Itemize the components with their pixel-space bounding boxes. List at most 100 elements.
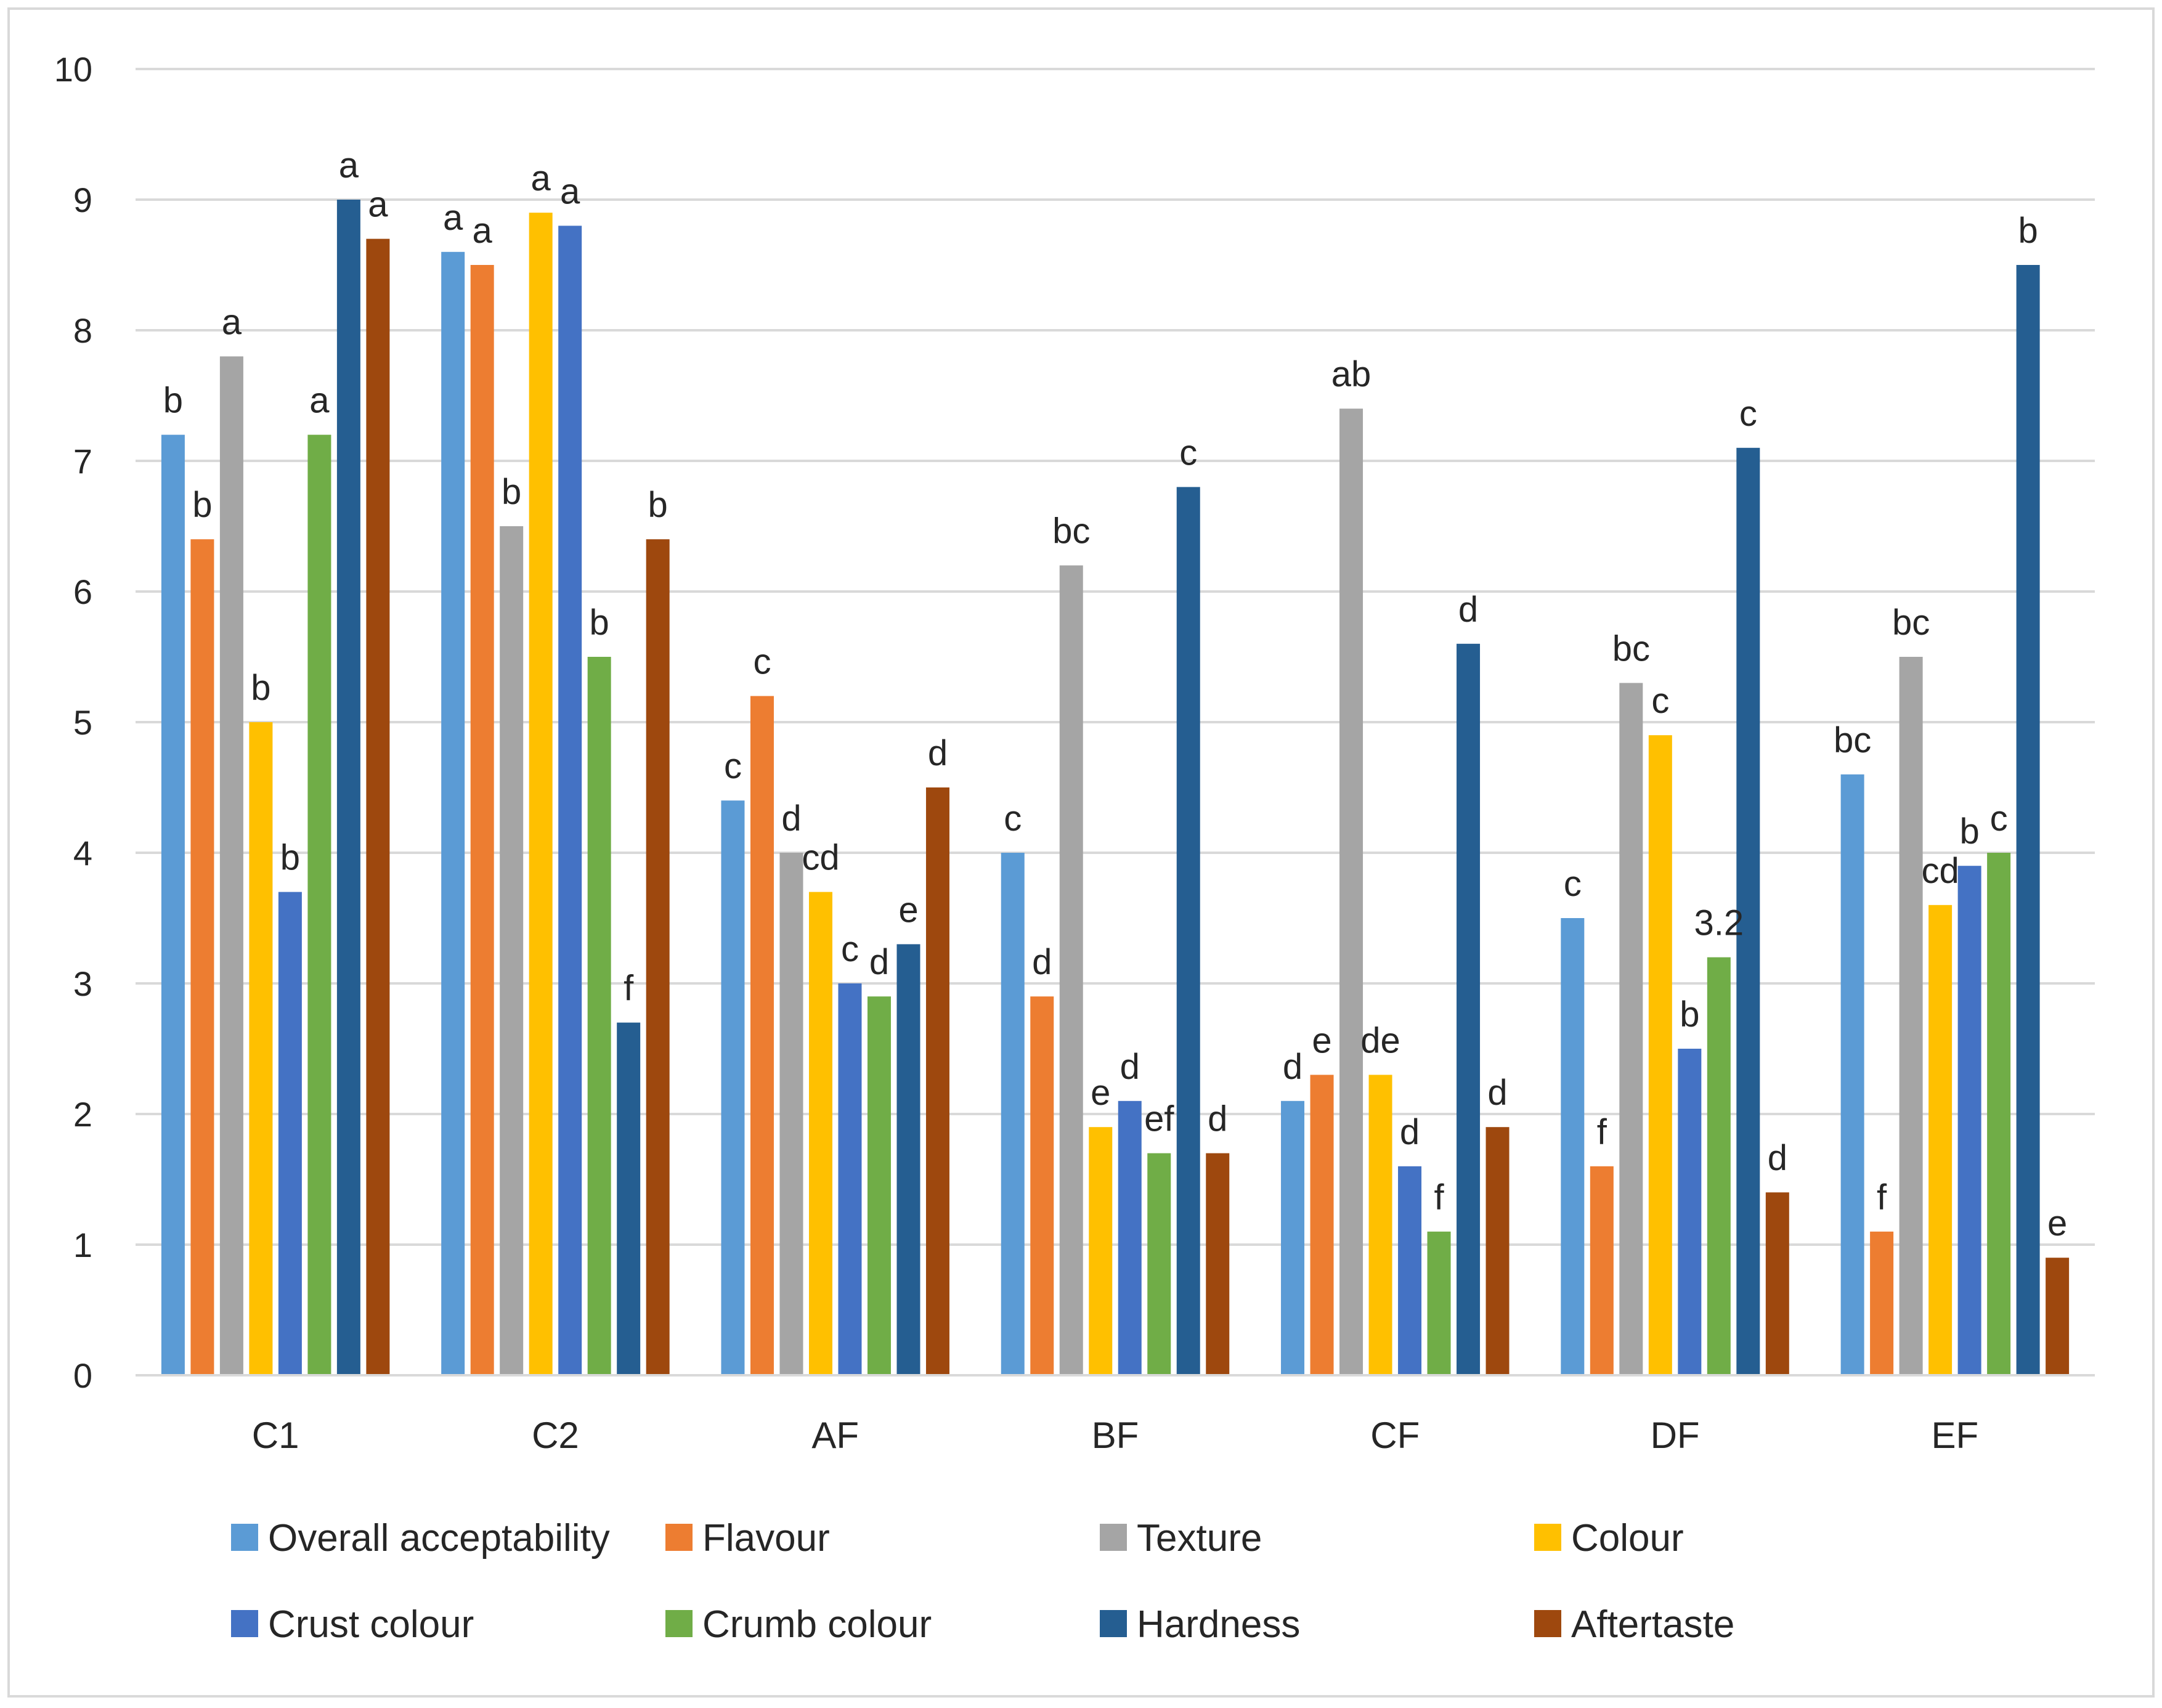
data-label: a xyxy=(531,158,551,198)
y-tick-label: 4 xyxy=(73,834,92,872)
x-tick-label: CF xyxy=(1370,1415,1420,1456)
data-label: a xyxy=(222,302,242,342)
bar-flavour-cf xyxy=(1310,1075,1334,1375)
data-label: c xyxy=(841,929,859,969)
data-label: a xyxy=(473,211,493,251)
bar-colour-af xyxy=(808,892,832,1375)
legend-item-texture: Texture xyxy=(1100,1517,1262,1560)
bar-texture-bf xyxy=(1059,565,1083,1375)
data-label: a xyxy=(339,145,359,185)
bar-texture-c2 xyxy=(500,526,524,1375)
bar-hardness-df xyxy=(1736,447,1760,1375)
data-label: e xyxy=(1312,1020,1331,1060)
data-label: d xyxy=(1487,1073,1507,1113)
bar-hardness-bf xyxy=(1176,487,1200,1375)
data-label: a xyxy=(443,198,463,238)
bar-overall-acceptability-df xyxy=(1561,918,1585,1375)
bar-crust-colour-bf xyxy=(1118,1100,1142,1375)
x-tick-label: DF xyxy=(1651,1415,1700,1456)
data-label: bc xyxy=(1892,603,1930,643)
data-label: b xyxy=(163,381,183,421)
data-label: c xyxy=(1004,799,1022,839)
data-label: f xyxy=(1434,1177,1444,1218)
legend-item-crumb-colour: Crumb colour xyxy=(665,1603,932,1646)
bar-crust-colour-df xyxy=(1678,1049,1702,1375)
data-label: 3.2 xyxy=(1694,903,1744,943)
legend-item-colour: Colour xyxy=(1534,1517,1684,1560)
x-tick-label: C1 xyxy=(252,1415,299,1456)
legend-item-hardness: Hardness xyxy=(1100,1603,1300,1646)
bar-hardness-ef xyxy=(2016,265,2040,1375)
bar-crumb-colour-bf xyxy=(1147,1153,1171,1375)
bar-hardness-c2 xyxy=(617,1022,641,1375)
bar-colour-bf xyxy=(1089,1127,1113,1375)
bar-texture-cf xyxy=(1339,409,1363,1376)
legend-swatch xyxy=(231,1524,258,1551)
data-label: f xyxy=(1877,1177,1887,1218)
bar-flavour-df xyxy=(1590,1166,1614,1375)
bar-overall-acceptability-c1 xyxy=(161,434,185,1375)
legend-swatch xyxy=(665,1524,693,1551)
data-label: b xyxy=(502,472,521,512)
bar-crust-colour-cf xyxy=(1398,1166,1422,1375)
legend-swatch xyxy=(1534,1610,1561,1637)
data-label: d xyxy=(1120,1047,1140,1087)
bar-aftertaste-c1 xyxy=(366,238,390,1376)
data-label: d xyxy=(1032,942,1052,982)
data-label: d xyxy=(1768,1138,1787,1178)
y-tick-label: 0 xyxy=(73,1356,92,1395)
legend-label: Texture xyxy=(1137,1517,1262,1560)
data-label: d xyxy=(781,799,801,839)
legend-swatch xyxy=(231,1610,258,1637)
data-label: b xyxy=(251,668,270,708)
data-label: d xyxy=(1283,1047,1302,1087)
bar-crumb-colour-af xyxy=(867,996,891,1375)
data-label: cd xyxy=(1921,851,1959,891)
legend-label: Hardness xyxy=(1137,1603,1300,1646)
y-axis-tick-labels: 0 1 2 3 4 5 6 7 8 9 10 xyxy=(54,50,92,1395)
legend-label: Colour xyxy=(1571,1517,1684,1560)
data-label: ab xyxy=(1331,354,1372,394)
legend-item-flavour: Flavour xyxy=(665,1517,830,1560)
bar-crust-colour-ef xyxy=(1957,866,1981,1375)
y-tick-label: 6 xyxy=(73,572,92,611)
bar-hardness-c1 xyxy=(336,200,360,1375)
y-tick-label: 9 xyxy=(73,181,92,219)
data-label: d xyxy=(928,733,948,773)
bar-aftertaste-df xyxy=(1765,1192,1789,1375)
bar-overall-acceptability-bf xyxy=(1001,853,1025,1375)
bar-aftertaste-af xyxy=(925,787,949,1375)
bar-colour-ef xyxy=(1928,905,1953,1375)
bar-crumb-colour-ef xyxy=(1987,853,2011,1375)
data-label: b xyxy=(280,838,300,878)
x-tick-label: BF xyxy=(1092,1415,1139,1456)
y-tick-label: 1 xyxy=(73,1226,92,1264)
bar-aftertaste-c2 xyxy=(646,539,670,1376)
legend-item-overall-acceptability: Overall acceptability xyxy=(231,1517,610,1560)
bar-aftertaste-ef xyxy=(2046,1258,2070,1375)
legend-label: Aftertaste xyxy=(1571,1603,1734,1646)
data-label: d xyxy=(1400,1112,1420,1152)
data-label: a xyxy=(309,381,330,421)
y-tick-label: 5 xyxy=(73,703,92,742)
bar-hardness-af xyxy=(896,944,920,1375)
bar-texture-ef xyxy=(1899,657,1923,1375)
data-label: b xyxy=(192,485,212,525)
bar-aftertaste-cf xyxy=(1485,1127,1510,1375)
data-label: c xyxy=(1179,433,1197,473)
bar-hardness-cf xyxy=(1457,643,1481,1375)
bar-colour-df xyxy=(1648,735,1672,1375)
legend-label: Overall acceptability xyxy=(268,1517,610,1560)
data-label: a xyxy=(368,185,388,225)
bars xyxy=(161,200,2070,1376)
data-label: bc xyxy=(1834,720,1871,760)
data-label: d xyxy=(869,942,889,982)
data-label: f xyxy=(1597,1112,1607,1152)
legend-item-crust-colour: Crust colour xyxy=(231,1603,474,1646)
x-axis-tick-labels: C1 C2 AF BF CF DF EF xyxy=(252,1415,1978,1456)
bar-texture-c1 xyxy=(219,356,243,1375)
data-label: b xyxy=(1959,811,1979,852)
data-label: cd xyxy=(802,838,839,878)
